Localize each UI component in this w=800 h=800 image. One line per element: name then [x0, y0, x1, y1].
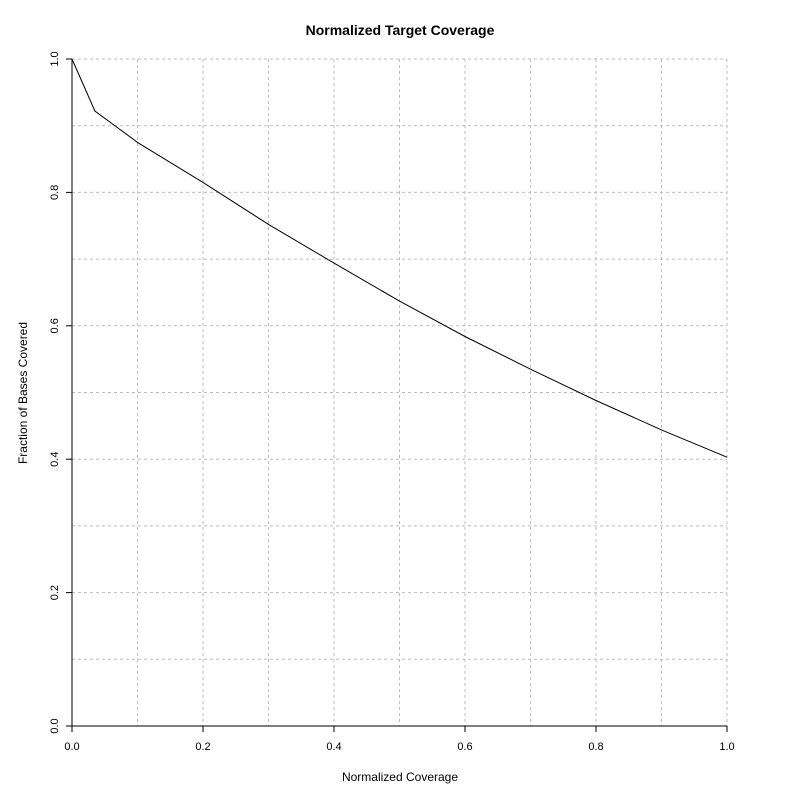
x-tick-label-3: 0.6: [457, 741, 472, 753]
x-tick-label-1: 0.2: [195, 741, 210, 753]
y-tick-label-5: 1.0: [49, 51, 61, 66]
x-axis-label: Normalized Coverage: [342, 770, 458, 784]
y-tick-label-4: 0.8: [49, 185, 61, 200]
x-tick-label-5: 1.0: [719, 741, 734, 753]
x-tick-label-4: 0.8: [588, 741, 603, 753]
chart-title: Normalized Target Coverage: [306, 22, 495, 38]
y-tick-label-3: 0.6: [49, 318, 61, 333]
y-tick-label-0: 0.0: [49, 718, 61, 733]
axes: [71, 59, 727, 727]
y-tick-label-1: 0.2: [49, 585, 61, 600]
y-tick-label-2: 0.4: [49, 452, 61, 467]
series-line-0: [71, 58, 728, 458]
grid: [72, 58, 728, 726]
y-axis-ticks: 0.0 0.2 0.4 0.6 0.8 1.0: [49, 51, 72, 734]
series-group: [71, 58, 728, 458]
y-axis-label: Fraction of Bases Covered: [16, 322, 30, 464]
x-tick-label-0: 0.0: [64, 741, 79, 753]
x-axis-ticks: 0.0 0.2 0.4 0.6 0.8 1.0: [64, 726, 735, 753]
x-tick-label-2: 0.4: [326, 741, 341, 753]
